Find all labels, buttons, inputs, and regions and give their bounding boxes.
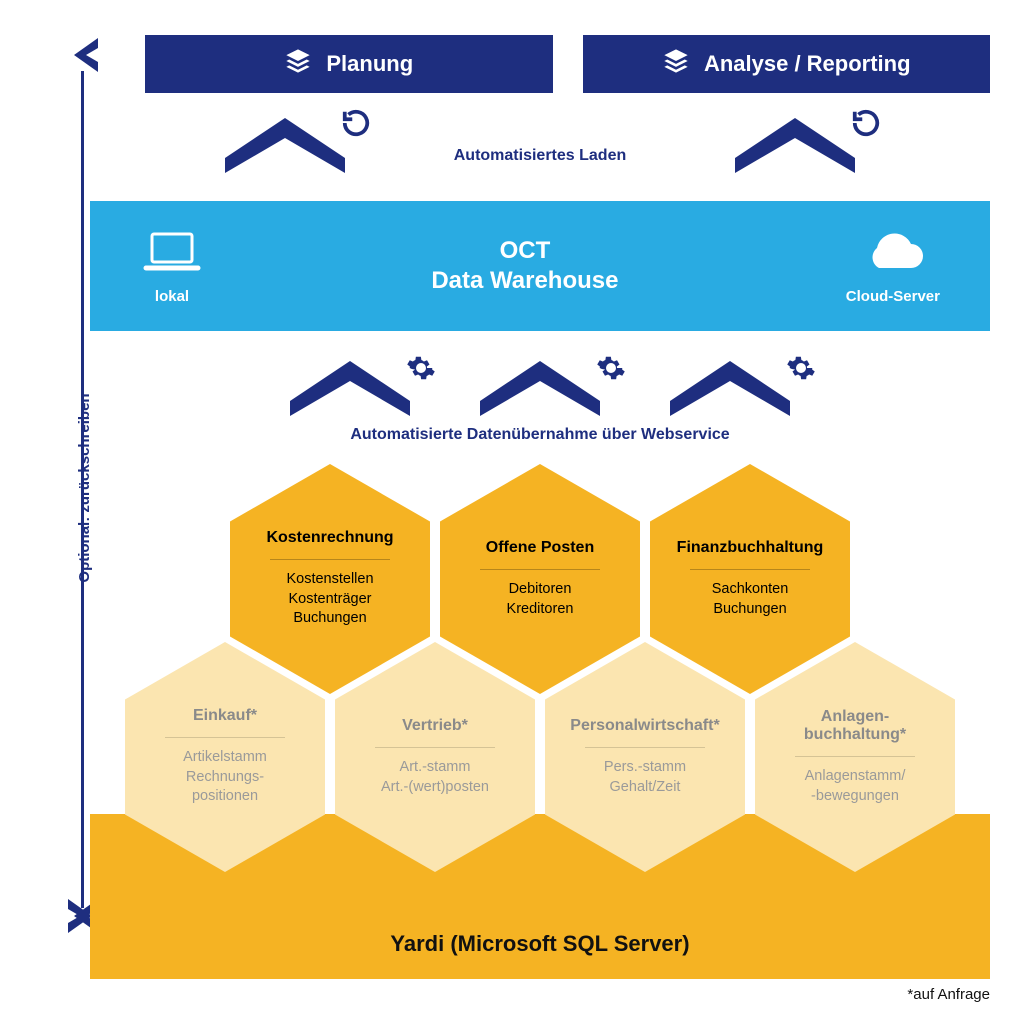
layers-icon	[284, 47, 312, 81]
hex-offene-posten: Offene Posten Debitoren Kreditoren	[440, 464, 640, 694]
refresh-icon	[341, 108, 371, 138]
topbar-planung-label: Planung	[326, 51, 413, 77]
hex-lines: Pers.-stamm Gehalt/Zeit	[604, 758, 686, 797]
hex-lines: Art.-stamm Art.-(wert)posten	[381, 758, 489, 797]
gear-icon	[406, 353, 436, 388]
lower-arrow-3	[670, 361, 790, 416]
writeback-connector: Optional: zurückschreiben	[50, 38, 90, 938]
dw-left: lokal	[140, 228, 204, 305]
topbar-analyse-label: Analyse / Reporting	[704, 51, 911, 77]
lower-midlabel: Automatisierte Datenübernahme über Webse…	[90, 426, 990, 444]
hex-kostenrechnung: Kostenrechnung Kostenstellen Kostenträge…	[230, 464, 430, 694]
upper-arrow-left	[225, 118, 345, 173]
dw-right: Cloud-Server	[846, 228, 940, 305]
hex-title: Finanzbuchhaltung	[677, 539, 824, 557]
cloud-icon	[859, 228, 927, 280]
hex-area: Yardi (Microsoft SQL Server) Kostenrechn…	[90, 464, 990, 984]
dw-left-caption: lokal	[155, 288, 189, 305]
hex-lines: Debitoren Kreditoren	[507, 580, 574, 619]
hex-lines: Artikelstamm Rechnungs- positionen	[183, 748, 267, 807]
hex-lines: Sachkonten Buchungen	[712, 580, 789, 619]
lower-arrow-1	[290, 361, 410, 416]
dw-right-caption: Cloud-Server	[846, 288, 940, 305]
hex-lines: Kostenstellen Kostenträger Buchungen	[286, 570, 373, 629]
hex-title: Vertrieb*	[402, 717, 468, 735]
gear-icon	[596, 353, 626, 388]
base-label: Yardi (Microsoft SQL Server)	[390, 931, 689, 957]
hex-title: Offene Posten	[486, 539, 594, 557]
upper-midlabel: Automatisiertes Laden	[454, 147, 626, 165]
dw-title-line1: OCT	[431, 236, 618, 266]
topbar-row: Planung Analyse / Reporting	[145, 35, 990, 93]
layers-icon	[662, 47, 690, 81]
lower-arrow-row	[90, 361, 990, 416]
hex-finanzbuchhaltung: Finanzbuchhaltung Sachkonten Buchungen	[650, 464, 850, 694]
hex-divider	[165, 737, 285, 738]
lower-arrow-2	[480, 361, 600, 416]
hex-title: Kostenrechnung	[266, 529, 393, 547]
hex-title: Personalwirtschaft*	[570, 717, 719, 735]
hex-divider	[585, 747, 705, 748]
dw-title: OCT Data Warehouse	[431, 236, 618, 296]
hex-divider	[795, 756, 915, 757]
hex-divider	[375, 747, 495, 748]
hex-divider	[480, 569, 600, 570]
upper-arrow-right	[735, 118, 855, 173]
upper-arrow-row: Automatisiertes Laden	[170, 118, 910, 173]
dw-title-line2: Data Warehouse	[431, 266, 618, 296]
gear-icon	[786, 353, 816, 388]
topbar-planung: Planung	[145, 35, 553, 93]
hex-divider	[690, 569, 810, 570]
hex-divider	[270, 559, 390, 560]
data-warehouse-block: lokal OCT Data Warehouse Cloud-Server	[90, 201, 990, 331]
topbar-analyse: Analyse / Reporting	[583, 35, 991, 93]
hex-lines: Anlagenstamm/ -bewegungen	[805, 767, 906, 806]
diagram-root: Planung Analyse / Reporting Automatisier…	[90, 35, 990, 984]
hex-title: Anlagen- buchhaltung*	[804, 708, 906, 745]
refresh-icon	[851, 108, 881, 138]
hex-title: Einkauf*	[193, 707, 257, 725]
laptop-icon	[140, 228, 204, 280]
footnote: *auf Anfrage	[907, 986, 990, 1003]
